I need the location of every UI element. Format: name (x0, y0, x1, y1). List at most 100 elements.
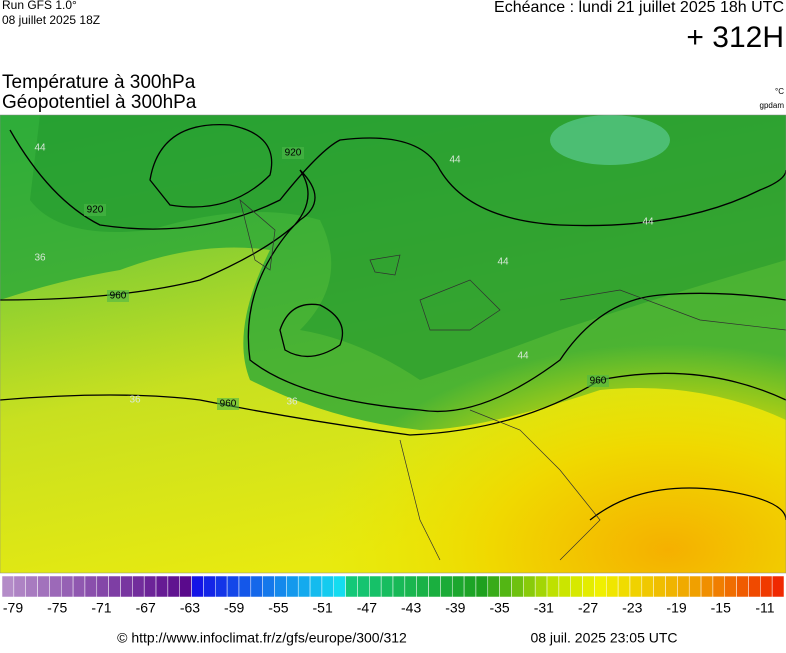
scale-swatch (250, 575, 263, 598)
map: 920 920 960 960 960 44 44 44 44 44 36 36 36 (0, 115, 786, 573)
scale-swatch (724, 575, 737, 598)
scale-swatch (428, 575, 441, 598)
scale-label: -55 (268, 600, 288, 616)
scale-swatch (665, 575, 678, 598)
label-bg (217, 398, 239, 410)
scale-swatch (677, 575, 690, 598)
unit-temperature: °C (775, 87, 784, 96)
scale-swatch (25, 575, 38, 598)
scale-label: -79 (3, 600, 23, 616)
scale-swatch (487, 575, 500, 598)
scale-swatch (570, 575, 583, 598)
scale-swatch (60, 575, 74, 598)
scale-swatch (72, 575, 86, 598)
scale-label: -43 (401, 600, 421, 616)
temperature-label: 36 (34, 253, 46, 264)
scale-swatch (641, 575, 654, 598)
scale-swatch (191, 575, 204, 598)
scale-swatch (167, 575, 180, 598)
scale-swatch (416, 575, 429, 598)
scale-label: -23 (622, 600, 642, 616)
scale-label: -63 (180, 600, 200, 616)
temperature-label: 44 (517, 351, 529, 362)
scale-swatch (700, 575, 714, 598)
scale-swatch (120, 575, 133, 598)
scale-swatch (203, 575, 216, 598)
lead-time: + 312H (686, 21, 784, 54)
geopotential-label: 960 (110, 291, 127, 302)
scale-swatch (84, 575, 98, 598)
scale-swatch (606, 575, 619, 598)
scale-swatch (404, 575, 417, 598)
scale-label: -51 (313, 600, 333, 616)
scale-swatch (1, 575, 15, 598)
scale-swatch (653, 575, 666, 598)
temperature-label: 44 (449, 155, 461, 166)
scale-swatch (463, 575, 477, 598)
scale-swatch (748, 575, 761, 598)
scale-swatch (451, 575, 465, 598)
scale-label: -75 (47, 600, 67, 616)
scale-label: -59 (224, 600, 244, 616)
scale-swatch (49, 575, 62, 598)
scale-swatch (594, 575, 607, 598)
scale-swatch (333, 575, 346, 598)
scale-swatch (357, 575, 370, 598)
scale-swatch (712, 575, 726, 598)
scale-swatch (274, 575, 287, 598)
scale-swatch (132, 575, 145, 598)
run: Run GFS 1.0° (2, 0, 77, 12)
scale-swatch (297, 575, 311, 598)
temperature-label: 36 (129, 395, 141, 406)
geopotential-label: 920 (87, 205, 104, 216)
scale-swatch (37, 575, 50, 598)
temperature-label: 44 (34, 143, 46, 154)
temperature-label: 36 (286, 397, 298, 408)
source-url: © http://www.infoclimat.fr/z/gfs/europe/… (117, 630, 407, 646)
echeance: Echéance : lundi 21 juillet 2025 18h UTC (494, 0, 784, 16)
label-bg (282, 147, 304, 159)
geopotential-label: 920 (285, 148, 302, 159)
scale-swatch (736, 575, 749, 598)
scale-label: -39 (445, 600, 465, 616)
scale-swatch (262, 575, 275, 598)
scale-swatch (321, 575, 335, 598)
scale-swatch (309, 575, 323, 598)
scale-swatch (345, 575, 358, 598)
scale-swatch (286, 575, 299, 598)
scale-swatch (155, 575, 169, 598)
scale-label: -31 (534, 600, 554, 616)
unit-geopotential: gpdam (760, 101, 785, 110)
scale-label: -11 (755, 600, 774, 616)
scale-swatch (771, 575, 785, 598)
generated-time: 08 juil. 2025 23:05 UTC (530, 630, 677, 646)
color-scale: -79 -75 -71 -67 -63 -59 -55 -51 -47 -43 -39 -35 -31 -… (1, 575, 785, 616)
label-bg (84, 204, 106, 216)
scale-swatch (629, 575, 643, 598)
scale-swatch (582, 575, 595, 598)
scale-swatch (760, 575, 773, 598)
scale-swatch (369, 575, 382, 598)
scale-swatch (380, 575, 394, 598)
scale-swatch (534, 575, 548, 598)
temperature-label: 44 (642, 217, 654, 228)
scale-label: -19 (666, 600, 686, 616)
scale-swatch (226, 575, 240, 598)
scale-swatch (475, 575, 489, 598)
scale-label: -35 (489, 600, 509, 616)
scale-swatch (440, 575, 453, 598)
scale-swatch (108, 575, 121, 598)
scale-swatch (617, 575, 631, 598)
scale-label: -15 (711, 600, 731, 616)
label-bg (587, 375, 609, 387)
temperature-label: 44 (497, 257, 509, 268)
scale-swatch (511, 575, 524, 598)
scale-swatch (238, 575, 252, 598)
scale-label: -27 (578, 600, 598, 616)
title-temperature: Température à 300hPa (2, 72, 196, 93)
scale-swatch (143, 575, 157, 598)
geopotential-label: 960 (590, 376, 607, 387)
scale-swatch (499, 575, 512, 598)
scale-swatch (392, 575, 406, 598)
